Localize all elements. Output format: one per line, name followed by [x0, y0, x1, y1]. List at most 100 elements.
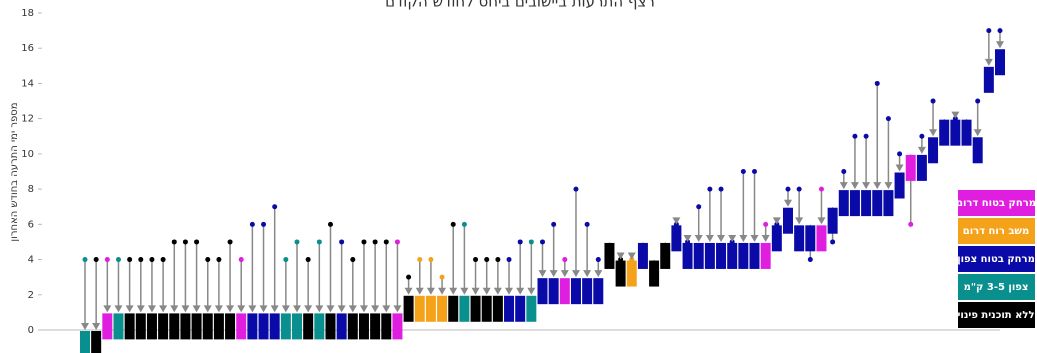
- previous-dot: [160, 257, 166, 263]
- arrow-head: [627, 252, 636, 260]
- chart-title: רצף התרעות ביישובים ביחס לחודש הקודם: [385, 0, 655, 11]
- y-tick-label: 18: [21, 8, 34, 19]
- previous-dot: [740, 169, 746, 174]
- y-tick-label: 12: [21, 114, 34, 125]
- y-tick-label: 14: [21, 78, 34, 89]
- previous-dot: [473, 257, 479, 263]
- previous-dot: [249, 221, 255, 227]
- settlement-label-box: [660, 242, 671, 269]
- settlement-label-box: [146, 313, 157, 340]
- legend-label: ללא תוכנית פינוי: [957, 310, 1034, 321]
- settlement-label-box: [649, 260, 660, 287]
- arrow-head: [415, 287, 424, 295]
- y-tick-label: 0: [28, 325, 34, 336]
- arrow-head: [672, 217, 681, 225]
- settlement-label-box: [905, 154, 916, 181]
- arrow-head: [326, 305, 335, 313]
- settlement-label-box: [682, 242, 693, 269]
- settlement-label-box: [883, 190, 894, 217]
- arrow-head: [371, 305, 380, 313]
- arrow-head: [862, 182, 871, 190]
- settlement-label-box: [760, 242, 771, 269]
- arrow-head: [728, 234, 737, 242]
- settlement-label-box: [548, 278, 559, 305]
- y-tick-label: 2: [28, 290, 34, 301]
- settlement-label-box: [437, 295, 448, 322]
- settlement-label-box: [749, 242, 760, 269]
- settlement-label-box: [693, 242, 704, 269]
- arrow-head: [973, 129, 982, 137]
- previous-dot: [327, 221, 333, 227]
- settlement-label-box: [325, 313, 336, 340]
- arrow-head: [705, 234, 714, 242]
- settlement-label-box: [425, 295, 436, 322]
- settlement-label-box: [526, 295, 537, 322]
- previous-dot: [227, 239, 233, 245]
- previous-dot: [517, 239, 523, 245]
- y-tick-label: 6: [28, 219, 34, 230]
- previous-dot: [506, 257, 512, 263]
- settlement-label-box: [414, 295, 425, 322]
- arrow-head: [583, 270, 592, 278]
- arrow-head: [103, 305, 112, 313]
- settlement-label-box: [716, 242, 727, 269]
- settlement-label-box: [91, 331, 102, 353]
- arrow-head: [382, 305, 391, 313]
- previous-dot: [104, 257, 110, 263]
- previous-dot: [238, 257, 244, 263]
- previous-dot: [428, 257, 434, 263]
- arrow-head: [214, 305, 223, 313]
- settlement-label-box: [582, 278, 593, 305]
- arrow-head: [493, 287, 502, 295]
- y-tick-label: 10: [21, 149, 34, 160]
- previous-dot: [975, 98, 981, 104]
- arrow-head: [594, 270, 603, 278]
- previous-dot: [986, 28, 992, 34]
- arrow-head: [248, 305, 257, 313]
- settlement-label-box: [213, 313, 224, 340]
- previous-dot: [595, 257, 601, 263]
- previous-dot: [484, 257, 490, 263]
- arrow-head: [237, 305, 246, 313]
- settlement-label-box: [928, 137, 939, 164]
- settlement-label-box: [236, 313, 247, 340]
- previous-dot: [997, 28, 1003, 34]
- settlement-label-box: [861, 190, 872, 217]
- previous-dot: [383, 239, 389, 245]
- legend-swatch: [958, 190, 1035, 216]
- arrow-head: [304, 305, 313, 313]
- settlement-label-box: [559, 278, 570, 305]
- settlement-label-box: [794, 225, 805, 252]
- previous-dot: [283, 257, 289, 263]
- previous-dot: [852, 133, 858, 139]
- settlement-label-box: [358, 313, 369, 340]
- previous-dot: [316, 239, 322, 245]
- settlement-label-box: [593, 278, 604, 305]
- settlement-label-box: [939, 119, 950, 146]
- settlement-label-box: [225, 313, 236, 340]
- previous-dot: [205, 257, 211, 263]
- arrow-head: [717, 234, 726, 242]
- settlement-label-box: [258, 313, 269, 340]
- previous-dot: [171, 239, 177, 245]
- settlement-label-box: [102, 313, 113, 340]
- arrow-head: [136, 305, 145, 313]
- previous-dot: [528, 239, 534, 245]
- settlement-label-box: [604, 242, 615, 269]
- settlement-label-box: [202, 313, 213, 340]
- arrow-head: [873, 182, 882, 190]
- settlement-label-box: [894, 172, 905, 199]
- settlement-label-box: [972, 137, 983, 164]
- settlement-label-box: [459, 295, 470, 322]
- legend-swatch: [958, 302, 1035, 328]
- arrow-head: [460, 287, 469, 295]
- previous-dot: [115, 257, 121, 263]
- arrow-head: [951, 111, 960, 119]
- arrow-head: [839, 182, 848, 190]
- previous-dot: [194, 239, 200, 245]
- arrow-head: [125, 305, 134, 313]
- arrow-head: [147, 305, 156, 313]
- settlement-label-box: [671, 225, 682, 252]
- arrow-head: [404, 287, 413, 295]
